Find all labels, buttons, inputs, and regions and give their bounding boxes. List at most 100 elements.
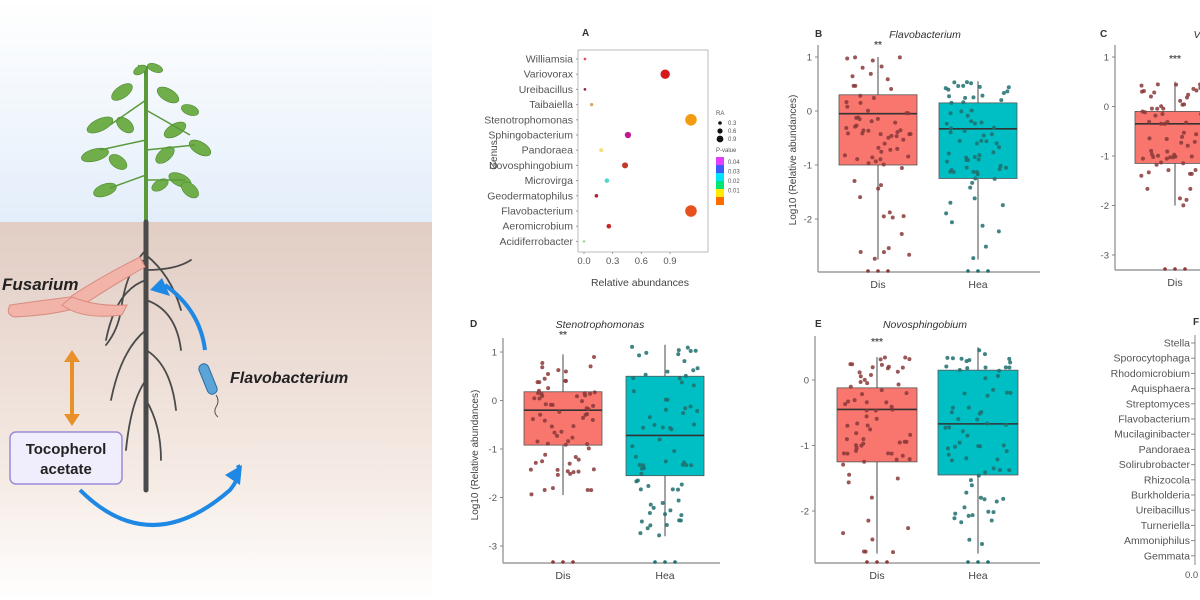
jitter-point xyxy=(964,80,969,85)
jitter-point xyxy=(944,121,949,126)
y-tick-label: -2 xyxy=(804,215,812,226)
jitter-point xyxy=(585,442,590,447)
jitter-point xyxy=(589,488,594,493)
jitter-point xyxy=(906,526,911,531)
jitter-point xyxy=(969,483,974,488)
panel-title: Stenotrophomonas xyxy=(556,319,645,331)
jitter-point xyxy=(865,423,870,428)
jitter-point xyxy=(964,157,969,162)
box xyxy=(625,375,705,477)
jitter-point xyxy=(1177,196,1182,201)
jitter-point xyxy=(977,411,982,416)
jitter-point xyxy=(896,382,901,387)
jitter-point xyxy=(540,459,545,464)
jitter-point xyxy=(870,155,875,160)
legend-color-swatch xyxy=(716,197,724,205)
jitter-point xyxy=(966,269,970,273)
jitter-point xyxy=(969,119,974,124)
jitter-point xyxy=(550,486,555,491)
arrowhead-icon xyxy=(150,278,170,296)
jitter-point xyxy=(542,418,547,423)
y-tick-label: 1 xyxy=(492,348,497,359)
jitter-point xyxy=(631,389,636,394)
jitter-point xyxy=(540,365,545,370)
genus-tick-label: Aeromicrobium xyxy=(502,221,573,233)
jitter-point xyxy=(858,380,863,385)
genus-tick-label: Stella xyxy=(1164,338,1190,350)
jitter-point xyxy=(888,147,893,152)
jitter-point xyxy=(967,358,972,363)
jitter-point xyxy=(1140,156,1145,161)
jitter-point xyxy=(874,416,879,421)
y-axis-label: Log10 (Relative abundances) xyxy=(788,95,799,226)
panel-a-bubble-chart: A Genus Williamsia Variovorax Ureibacillus Ta… xyxy=(484,28,740,289)
genus-tick-label: Acidiferrobacter xyxy=(499,236,573,248)
significance-marker: ** xyxy=(559,330,567,341)
jitter-point xyxy=(637,462,642,467)
y-tick-label: -1 xyxy=(489,445,497,456)
jitter-point xyxy=(557,409,562,414)
flavobacterium-cell-icon xyxy=(198,363,219,418)
jitter-point xyxy=(979,120,984,125)
jitter-point xyxy=(879,362,884,367)
jitter-point xyxy=(1192,139,1197,144)
jitter-point xyxy=(866,128,871,133)
jitter-point xyxy=(638,487,643,492)
jitter-point xyxy=(878,357,883,362)
jitter-point xyxy=(881,250,886,255)
jitter-point xyxy=(535,439,540,444)
x-tick-label: 0.0 xyxy=(577,256,590,267)
jitter-point xyxy=(579,399,584,404)
genus-tick-label: Taibaiella xyxy=(529,99,573,111)
jitter-point xyxy=(1174,82,1179,87)
jitter-point xyxy=(886,269,890,273)
y-tick-label: -1 xyxy=(804,161,812,172)
jitter-point xyxy=(664,407,669,412)
colonization-arrow-icon xyxy=(163,283,207,351)
jitter-point xyxy=(846,399,851,404)
jitter-point xyxy=(663,459,668,464)
jitter-point xyxy=(949,458,954,463)
jitter-point xyxy=(1156,153,1161,158)
jitter-point xyxy=(1180,134,1185,139)
jitter-point xyxy=(668,508,673,513)
jitter-point xyxy=(965,366,970,371)
jitter-point xyxy=(673,560,677,564)
jitter-point xyxy=(861,437,866,442)
jitter-point xyxy=(949,410,954,415)
jitter-point xyxy=(969,108,974,113)
x-tick-label: 0.6 xyxy=(635,256,648,267)
jitter-point xyxy=(978,495,983,500)
jitter-point xyxy=(542,376,547,381)
data-point xyxy=(606,223,612,229)
jitter-point xyxy=(983,470,988,475)
jitter-point xyxy=(855,421,860,426)
jitter-point xyxy=(985,421,990,426)
jitter-point xyxy=(576,457,581,462)
jitter-point xyxy=(986,269,990,273)
jitter-point xyxy=(592,390,597,395)
jitter-point xyxy=(529,492,534,497)
jitter-point xyxy=(956,84,961,89)
jitter-point xyxy=(528,467,533,472)
panel-title: V xyxy=(1193,29,1200,41)
jitter-point xyxy=(970,513,975,518)
jitter-point xyxy=(907,132,912,137)
jitter-point xyxy=(1008,360,1013,365)
jitter-point xyxy=(967,537,972,542)
panel-title: Flavobacterium xyxy=(889,29,961,41)
jitter-point xyxy=(852,178,857,183)
jitter-point xyxy=(844,125,849,130)
jitter-point xyxy=(861,128,866,133)
genus-tick-label: Sporocytophaga xyxy=(1114,353,1191,365)
jitter-point xyxy=(868,71,873,76)
jitter-point xyxy=(977,153,982,158)
box-group-hea xyxy=(625,344,705,564)
jitter-point xyxy=(894,457,899,462)
jitter-point xyxy=(863,549,868,554)
jitter-point xyxy=(961,83,966,88)
jitter-point xyxy=(908,432,913,437)
jitter-point xyxy=(907,357,912,362)
flavobacterium-label: Flavobacterium xyxy=(230,370,348,387)
jitter-point xyxy=(1185,95,1190,100)
